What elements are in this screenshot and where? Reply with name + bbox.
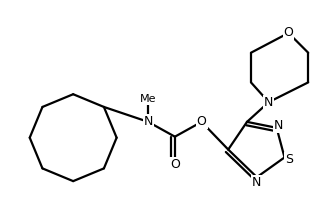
Text: N: N (252, 176, 262, 189)
Text: S: S (286, 153, 294, 166)
Text: O: O (170, 158, 180, 171)
Text: Me: Me (140, 94, 157, 104)
Text: N: N (264, 96, 274, 109)
Text: N: N (274, 119, 283, 132)
Text: N: N (144, 115, 153, 128)
Text: O: O (197, 115, 206, 128)
Text: O: O (284, 26, 293, 39)
